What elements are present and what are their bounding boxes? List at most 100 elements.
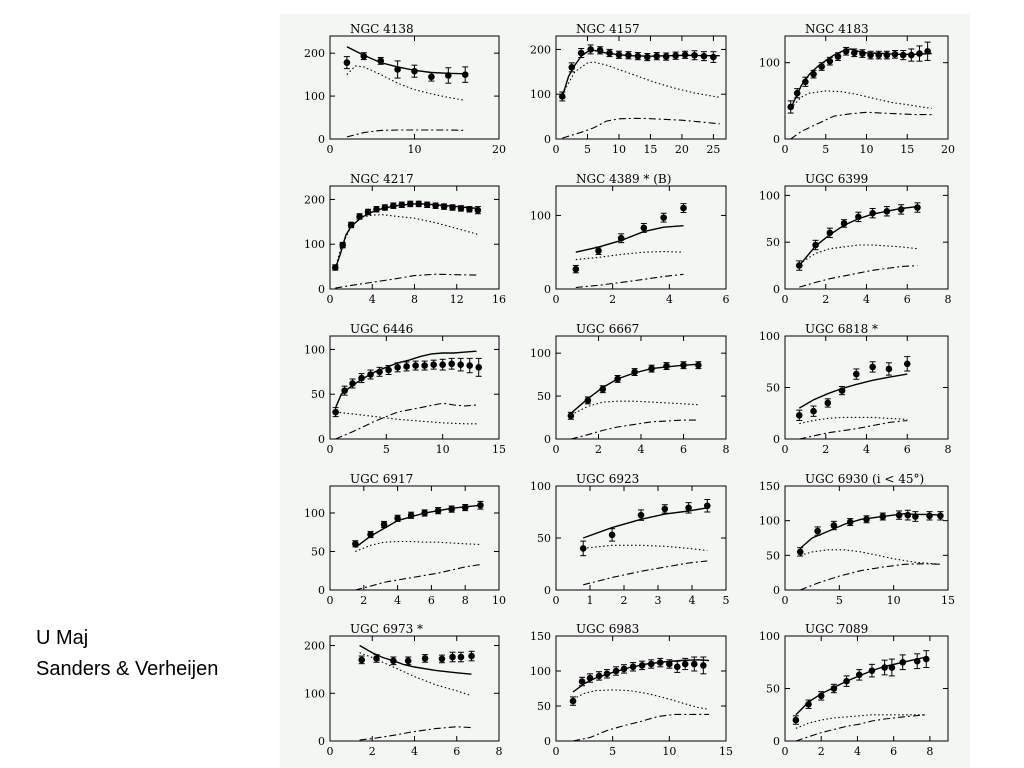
x-tick-label: 8	[462, 594, 469, 607]
y-tick-label: 100	[304, 90, 325, 103]
total-model-line	[354, 504, 481, 549]
y-tick-label: 200	[304, 47, 325, 60]
data-point	[903, 360, 911, 368]
data-point	[868, 667, 876, 674]
data-point	[466, 205, 473, 213]
data-point	[569, 697, 577, 705]
data-point	[926, 512, 933, 520]
data-point	[474, 206, 482, 214]
stellar-disk-line	[572, 689, 710, 711]
data-point	[904, 511, 912, 519]
y-tick-label: 0	[318, 433, 325, 446]
data-point	[805, 700, 812, 708]
stellar-disk-line	[575, 250, 684, 261]
y-tick-label: 0	[773, 133, 780, 146]
plot-frame	[784, 485, 949, 591]
x-tick-label: 20	[675, 143, 689, 156]
data-point	[685, 504, 692, 512]
data-point	[432, 202, 439, 210]
x-tick-label: 10	[662, 745, 676, 758]
rotation-curves-figure: NGC 4138 0 10 20 0 100 200 NGC 4157 0 5 10 15 20 25 0 1…	[280, 14, 970, 768]
data-point	[347, 221, 355, 229]
data-point	[787, 103, 795, 111]
data-point	[612, 667, 620, 675]
data-point	[888, 664, 896, 671]
data-point	[343, 59, 351, 66]
data-point	[643, 53, 651, 61]
data-point	[662, 53, 670, 60]
data-point	[830, 522, 838, 529]
x-tick-label: 5	[383, 443, 390, 456]
x-tick-label: 6	[453, 745, 460, 758]
y-tick-label: 100	[759, 630, 780, 643]
y-tick-label: 100	[759, 189, 780, 202]
data-point	[428, 73, 435, 81]
data-point	[637, 511, 645, 519]
total-model-line	[346, 46, 466, 75]
data-point	[661, 505, 669, 513]
data-point	[457, 361, 464, 368]
data-point	[631, 368, 638, 376]
data-point	[937, 512, 944, 520]
data-point	[656, 659, 664, 666]
data-point	[795, 412, 803, 419]
data-point	[617, 234, 625, 242]
x-tick-label: 8	[723, 443, 730, 456]
data-point	[339, 241, 346, 249]
stellar-disk-line	[795, 714, 927, 729]
data-point	[579, 545, 587, 552]
gas-disk-line	[359, 726, 472, 741]
y-tick-label: 100	[530, 665, 551, 678]
gas-disk-line	[790, 111, 932, 140]
y-tick-label: 0	[318, 283, 325, 296]
panel-title: UGC 6446	[350, 322, 413, 336]
y-tick-label: 50	[537, 532, 551, 545]
data-point	[407, 511, 415, 519]
plot-frame	[555, 485, 727, 591]
x-tick-label: 2	[818, 745, 825, 758]
data-point	[608, 531, 616, 539]
data-point	[341, 387, 348, 394]
data-point	[691, 51, 698, 59]
x-tick-label: 3	[655, 594, 662, 607]
data-point	[802, 78, 809, 86]
data-point	[620, 665, 628, 673]
data-point	[700, 662, 707, 669]
x-tick-label: 0	[327, 745, 334, 758]
data-point	[421, 509, 428, 517]
data-point	[448, 505, 455, 513]
data-point	[430, 361, 437, 368]
y-tick-label: 0	[544, 283, 551, 296]
data-point	[830, 685, 838, 692]
x-tick-label: 2	[822, 443, 829, 456]
x-tick-label: 0	[782, 443, 789, 456]
x-tick-label: 2	[595, 443, 602, 456]
data-point	[795, 262, 803, 269]
stellar-disk-line	[346, 65, 466, 101]
data-point	[568, 64, 576, 71]
data-point	[360, 52, 368, 60]
data-point	[810, 70, 817, 78]
data-point	[587, 46, 594, 53]
x-tick-label: 4	[411, 745, 418, 758]
x-tick-label: 2	[360, 594, 367, 607]
y-tick-label: 200	[304, 193, 325, 206]
data-point	[449, 204, 456, 211]
x-tick-label: 6	[723, 293, 730, 306]
panel-title: UGC 7089	[805, 622, 868, 636]
data-point	[879, 513, 887, 520]
data-point	[376, 368, 383, 376]
y-tick-label: 100	[759, 330, 780, 343]
data-point	[394, 66, 401, 73]
data-point	[826, 57, 834, 65]
data-point	[881, 664, 888, 671]
x-tick-label: 10	[612, 143, 626, 156]
data-point	[914, 204, 921, 211]
data-point	[812, 241, 819, 249]
data-point	[615, 51, 623, 59]
gas-disk-line	[570, 419, 699, 440]
data-point	[663, 362, 670, 370]
data-point	[461, 71, 469, 78]
